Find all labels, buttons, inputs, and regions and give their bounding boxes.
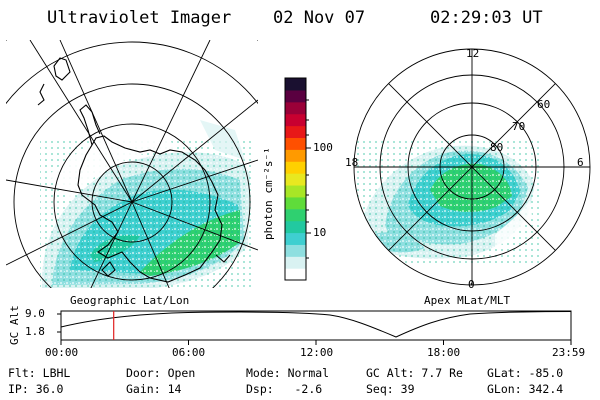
timeline-x-tick-0600: 06:00	[172, 346, 206, 359]
timeline-x-ticks	[60, 340, 572, 345]
colorbar-tick-100: 100	[313, 141, 333, 154]
left-map-caption: Geographic Lat/Lon	[70, 294, 190, 307]
colorbar-band	[285, 78, 306, 91]
colorbar-band	[285, 232, 306, 245]
glon-field: GLon: 342.4	[487, 382, 563, 396]
timeline-x-tick-0000: 00:00	[45, 346, 79, 359]
timeline-y-tick-min: 1.8	[25, 325, 45, 338]
colorbar-band	[285, 113, 306, 127]
timeline-x-tick-1800: 18:00	[427, 346, 461, 359]
glat-label: GLat:	[487, 366, 522, 380]
colorbar-band	[285, 196, 306, 210]
colorbar-bands	[285, 78, 306, 281]
left-longitude-lines	[6, 40, 258, 288]
seq-label: Seq:	[366, 382, 394, 396]
date-label: 02 Nov 07	[273, 8, 366, 28]
door-label: Door:	[126, 366, 161, 380]
time-label: 02:29:03 UT	[430, 8, 543, 28]
colorbar-band	[285, 125, 306, 139]
mlt-label-18: 18	[345, 156, 359, 169]
mlat-label-60: 60	[537, 98, 551, 111]
seq-value: 39	[400, 382, 415, 396]
instrument-title: Ultraviolet Imager	[47, 8, 232, 28]
colorbar	[284, 77, 311, 281]
glon-label: GLon:	[487, 382, 522, 396]
seq-field: Seq: 39	[366, 382, 415, 396]
timeline-x-tick-2359: 23:59	[552, 346, 586, 359]
colorbar-unit-label: photon cm⁻²s⁻¹	[262, 147, 275, 240]
altitude-curve	[60, 311, 572, 338]
mlt-label-0: 0	[468, 278, 475, 291]
gain-value: 14	[167, 382, 182, 396]
colorbar-tick-10: 10	[313, 226, 327, 239]
colorbar-band	[285, 184, 306, 198]
glon-value: 342.4	[528, 382, 564, 396]
glat-value: -85.0	[528, 366, 564, 380]
mlt-label-12: 12	[466, 47, 480, 60]
right-map-caption: Apex MLat/MLT	[424, 294, 511, 307]
timeline-plot	[57, 310, 572, 345]
ip-field: IP: 36.0	[8, 382, 63, 396]
colorbar-band	[285, 89, 306, 103]
mode-field: Mode: Normal	[246, 366, 329, 380]
right-mlt-spokes	[354, 49, 590, 285]
colorbar-ticks	[306, 99, 311, 259]
colorbar-band	[285, 101, 306, 115]
ip-label: IP:	[8, 382, 29, 396]
ip-value: 36.0	[35, 382, 64, 396]
gain-field: Gain: 14	[126, 382, 181, 396]
mlt-label-6: 6	[577, 156, 584, 169]
timeline-y-tick-max: 9.0	[25, 307, 45, 320]
colorbar-band	[285, 161, 306, 174]
mode-value: Normal	[287, 366, 330, 380]
magnetic-polar-map	[353, 48, 591, 286]
colorbar-frame	[284, 77, 307, 281]
filter-label: Flt:	[8, 366, 36, 380]
dsp-value: -2.6	[294, 382, 323, 396]
timeline-y-ticks	[57, 313, 61, 333]
left-emission-image	[40, 118, 255, 288]
left-coastline	[37, 57, 231, 283]
mlat-label-70: 70	[512, 120, 526, 133]
colorbar-band	[285, 268, 306, 281]
gain-label: Gain:	[126, 382, 161, 396]
door-field: Door: Open	[126, 366, 195, 380]
dsp-field: Dsp: -2.6	[246, 382, 322, 396]
gc-alt-field: GC Alt: 7.7 Re	[366, 366, 463, 380]
filter-field: Flt: LBHL	[8, 366, 70, 380]
door-value: Open	[167, 366, 196, 380]
timeline-x-tick-1200: 12:00	[300, 346, 334, 359]
timeline-axis-label: GC Alt	[8, 305, 21, 345]
filter-value: LBHL	[42, 366, 71, 380]
mlat-label-80: 80	[490, 141, 504, 154]
colorbar-band	[285, 149, 306, 162]
colorbar-band	[285, 173, 306, 186]
colorbar-band	[285, 220, 306, 234]
colorbar-band	[285, 256, 306, 269]
geographic-map	[6, 40, 258, 288]
glat-field: GLat: -85.0	[487, 366, 563, 380]
gc-alt-value: 7.7 Re	[421, 366, 463, 380]
mode-label: Mode:	[246, 366, 281, 380]
dsp-label: Dsp:	[246, 382, 274, 396]
colorbar-band	[285, 244, 306, 257]
colorbar-band	[285, 137, 306, 150]
gc-alt-label: GC Alt:	[366, 366, 415, 380]
right-emission-image	[354, 140, 540, 265]
colorbar-band	[285, 208, 306, 222]
